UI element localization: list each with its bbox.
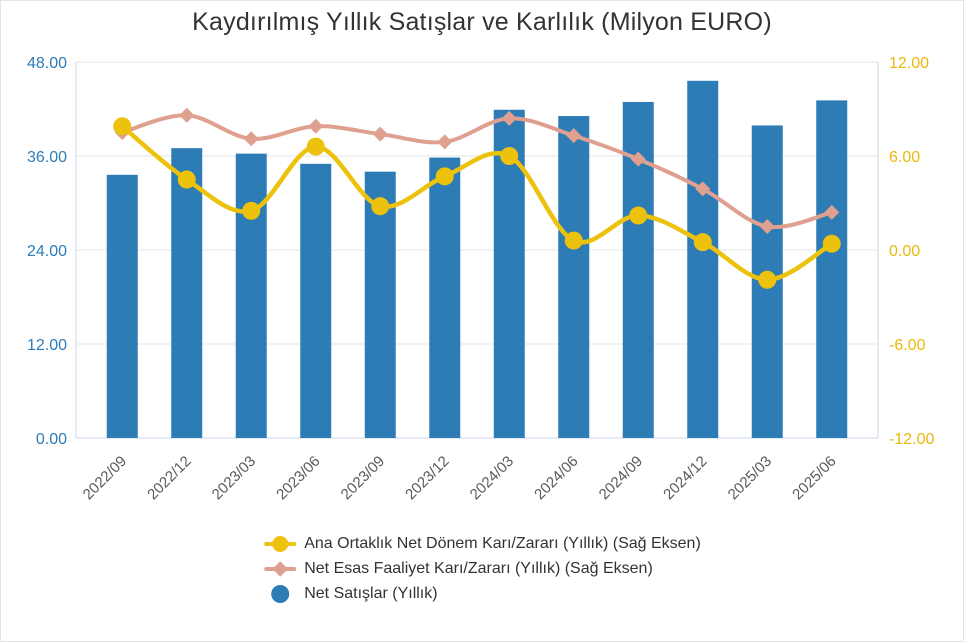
line-series: [114, 107, 840, 234]
data-point-circle[interactable]: [371, 197, 390, 216]
data-point-diamond[interactable]: [501, 110, 517, 126]
bar[interactable]: [300, 163, 332, 439]
y-axis-label-right: -12.00: [889, 431, 934, 448]
x-axis-label: 2023/06: [273, 453, 323, 503]
legend-label: Ana Ortaklık Net Dönem Karı/Zararı (Yıll…: [304, 535, 701, 552]
y-axis-label-right: 0.00: [889, 243, 920, 260]
x-axis-label: 2023/03: [209, 453, 259, 503]
line-circle-marker-icon: [263, 533, 297, 555]
bar[interactable]: [816, 100, 848, 438]
data-point-diamond[interactable]: [759, 219, 775, 234]
data-point-circle[interactable]: [306, 137, 325, 156]
data-point-circle[interactable]: [822, 234, 841, 253]
x-axis-label: 2024/06: [531, 453, 581, 503]
legend-item-net-esas-faaliyet[interactable]: Net Esas Faaliyet Karı/Zararı (Yıllık) (…: [263, 556, 701, 581]
legend-item-ana-ortaklik-net-donem[interactable]: Ana Ortaklık Net Dönem Karı/Zararı (Yıll…: [263, 531, 701, 556]
chart-title: Kaydırılmış Yıllık Satışlar ve Karlılık …: [192, 8, 772, 36]
y-axis-label-right: 12.00: [889, 55, 929, 72]
data-point-diamond[interactable]: [630, 151, 646, 167]
bar[interactable]: [364, 171, 396, 438]
data-point-circle[interactable]: [242, 201, 261, 220]
bar[interactable]: [171, 148, 203, 438]
x-axis-label: 2025/06: [789, 453, 839, 503]
x-axis-label: 2022/12: [144, 453, 194, 503]
data-point-diamond[interactable]: [179, 107, 195, 123]
data-point-circle[interactable]: [629, 206, 648, 225]
data-point-diamond[interactable]: [243, 131, 259, 147]
x-axis-label: 2023/09: [338, 453, 388, 503]
bar[interactable]: [235, 153, 267, 438]
bar[interactable]: [558, 116, 590, 439]
y-axis-label-left: 24.00: [27, 243, 67, 260]
data-point-diamond[interactable]: [566, 128, 582, 144]
x-axis-label: 2024/09: [596, 453, 646, 503]
chart-legend: Ana Ortaklık Net Dönem Karı/Zararı (Yıll…: [263, 531, 701, 606]
circle-marker-icon: [263, 583, 297, 605]
data-point-circle[interactable]: [113, 117, 132, 136]
y-axis-label-right: -6.00: [889, 337, 926, 354]
bar[interactable]: [687, 80, 719, 439]
line-series: [113, 117, 841, 289]
legend-label: Net Satışlar (Yıllık): [304, 585, 438, 602]
line-diamond-marker-icon: [263, 558, 297, 580]
y-axis-label-left: 48.00: [27, 55, 67, 72]
x-axis-label: 2022/09: [80, 453, 130, 503]
y-axis-label-left: 0.00: [36, 431, 67, 448]
y-axis-label-left: 36.00: [27, 149, 67, 166]
x-axis-label: 2023/12: [402, 453, 452, 503]
legend-label: Net Esas Faaliyet Karı/Zararı (Yıllık) (…: [304, 560, 653, 577]
data-point-circle[interactable]: [758, 270, 777, 289]
data-point-diamond[interactable]: [372, 126, 388, 142]
data-point-diamond[interactable]: [308, 118, 324, 134]
bar[interactable]: [429, 157, 461, 439]
y-axis-label-right: 6.00: [889, 149, 920, 166]
data-point-diamond[interactable]: [695, 181, 711, 197]
data-point-circle[interactable]: [177, 170, 196, 189]
x-axis-label: 2024/03: [467, 453, 517, 503]
x-axis-label: 2024/12: [660, 453, 710, 503]
data-point-circle[interactable]: [435, 167, 454, 186]
legend-item-net-satislar[interactable]: Net Satışlar (Yıllık): [263, 581, 701, 606]
data-point-circle[interactable]: [564, 231, 583, 250]
bar-series: [106, 80, 848, 439]
data-point-diamond[interactable]: [824, 204, 840, 220]
y-axis-label-left: 12.00: [27, 337, 67, 354]
line-path: [120, 113, 834, 230]
x-axis-label: 2025/03: [725, 453, 775, 503]
data-point-circle[interactable]: [500, 147, 519, 165]
data-point-diamond[interactable]: [437, 134, 453, 150]
bar[interactable]: [106, 174, 138, 439]
data-point-circle[interactable]: [693, 233, 712, 252]
